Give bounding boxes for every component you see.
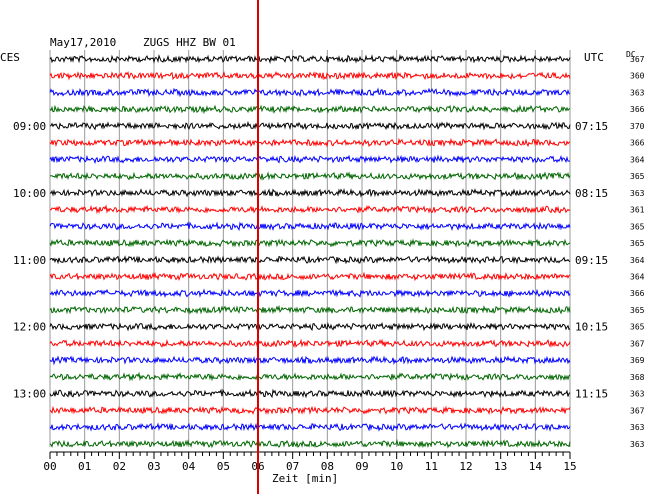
dc-value-8: 365 bbox=[630, 172, 645, 181]
dc-value-labels: 367 360 363 366 370 366 364 365 363 361 365 365 364 3… bbox=[630, 55, 645, 449]
x-tick-label-03: 03 bbox=[147, 460, 160, 473]
trace-21 bbox=[49, 388, 571, 399]
x-tick-label-02: 02 bbox=[113, 460, 126, 473]
right-hour-label-4: 10:15 bbox=[575, 321, 608, 334]
x-tick-label-07: 07 bbox=[286, 460, 299, 473]
left-hour-label-1: 09:00 bbox=[13, 120, 46, 133]
trace-17 bbox=[49, 321, 571, 332]
trace-16 bbox=[49, 304, 571, 315]
minute-grid bbox=[49, 50, 571, 447]
dc-value-20: 368 bbox=[630, 373, 645, 382]
dc-value-3: 363 bbox=[630, 88, 645, 97]
x-axis-label: Zeit [min] bbox=[272, 472, 338, 485]
trace-3 bbox=[49, 87, 571, 98]
dc-value-16: 365 bbox=[630, 306, 645, 315]
trace-1 bbox=[49, 53, 571, 64]
trace-15 bbox=[49, 288, 571, 298]
left-hour-labels: 09:00 10:00 11:00 12:00 13:00 bbox=[13, 120, 46, 401]
dc-value-9: 363 bbox=[630, 189, 645, 198]
x-tick-label-01: 01 bbox=[78, 460, 91, 473]
left-hour-label-5: 13:00 bbox=[13, 388, 46, 401]
dc-header-label: DC bbox=[626, 50, 636, 59]
trace-group bbox=[49, 53, 571, 449]
left-hour-label-3: 11:00 bbox=[13, 254, 46, 267]
dc-value-18: 367 bbox=[630, 339, 645, 348]
trace-12 bbox=[49, 238, 571, 248]
dc-value-13: 364 bbox=[630, 256, 645, 265]
header-station: ZUGS HHZ BW 01 bbox=[143, 36, 236, 49]
trace-18 bbox=[49, 338, 571, 348]
dc-value-23: 363 bbox=[630, 423, 645, 432]
x-tick-label-05: 05 bbox=[217, 460, 230, 473]
right-zone-label: UTC bbox=[584, 51, 604, 64]
trace-7 bbox=[49, 154, 571, 165]
dc-value-1: 367 bbox=[630, 55, 645, 64]
trace-14 bbox=[49, 271, 571, 282]
x-tick-label-12: 12 bbox=[459, 460, 472, 473]
dc-value-6: 366 bbox=[630, 139, 645, 148]
dc-value-17: 365 bbox=[630, 323, 645, 332]
trace-8 bbox=[49, 171, 571, 181]
dc-value-14: 364 bbox=[630, 272, 645, 281]
dc-value-2: 360 bbox=[630, 72, 645, 81]
trace-2 bbox=[49, 71, 571, 81]
right-hour-label-5: 11:15 bbox=[575, 388, 608, 401]
right-hour-labels: 07:15 08:15 09:15 10:15 11:15 bbox=[575, 120, 608, 401]
trace-5 bbox=[49, 120, 571, 131]
dc-value-5: 370 bbox=[630, 122, 645, 131]
dc-value-10: 361 bbox=[630, 206, 645, 215]
trace-23 bbox=[49, 422, 571, 432]
x-tick-label-10: 10 bbox=[390, 460, 403, 473]
dc-value-24: 363 bbox=[630, 440, 645, 449]
header-date: May17,2010 bbox=[50, 36, 116, 49]
dc-value-12: 365 bbox=[630, 239, 645, 248]
trace-20 bbox=[49, 371, 571, 382]
x-tick-label-14: 14 bbox=[529, 460, 543, 473]
x-tick-label-09: 09 bbox=[355, 460, 368, 473]
dc-value-19: 369 bbox=[630, 356, 645, 365]
dc-value-15: 366 bbox=[630, 289, 645, 298]
right-hour-label-2: 08:15 bbox=[575, 187, 608, 200]
left-hour-label-2: 10:00 bbox=[13, 187, 46, 200]
dc-value-21: 363 bbox=[630, 390, 645, 399]
trace-11 bbox=[49, 221, 571, 231]
x-tick-label-15: 15 bbox=[563, 460, 576, 473]
trace-19 bbox=[49, 355, 571, 366]
trace-10 bbox=[49, 204, 571, 215]
dc-value-4: 366 bbox=[630, 105, 645, 114]
x-tick-label-11: 11 bbox=[425, 460, 438, 473]
trace-9 bbox=[49, 187, 571, 198]
dc-value-22: 367 bbox=[630, 406, 645, 415]
dc-value-11: 365 bbox=[630, 222, 645, 231]
right-hour-label-3: 09:15 bbox=[575, 254, 608, 267]
x-tick-label-08: 08 bbox=[321, 460, 334, 473]
x-tick-label-13: 13 bbox=[494, 460, 507, 473]
left-hour-label-4: 12:00 bbox=[13, 321, 46, 334]
trace-4 bbox=[49, 104, 571, 115]
trace-22 bbox=[49, 405, 571, 416]
trace-24 bbox=[49, 438, 571, 449]
trace-13 bbox=[49, 255, 571, 265]
right-hour-label-1: 07:15 bbox=[575, 120, 608, 133]
x-axis: 00010203040506070809101112131415 bbox=[43, 451, 577, 473]
dc-value-7: 364 bbox=[630, 155, 645, 164]
x-tick-label-04: 04 bbox=[182, 460, 196, 473]
left-zone-label: CES bbox=[0, 51, 20, 64]
x-tick-label-00: 00 bbox=[43, 460, 56, 473]
trace-6 bbox=[49, 137, 571, 148]
